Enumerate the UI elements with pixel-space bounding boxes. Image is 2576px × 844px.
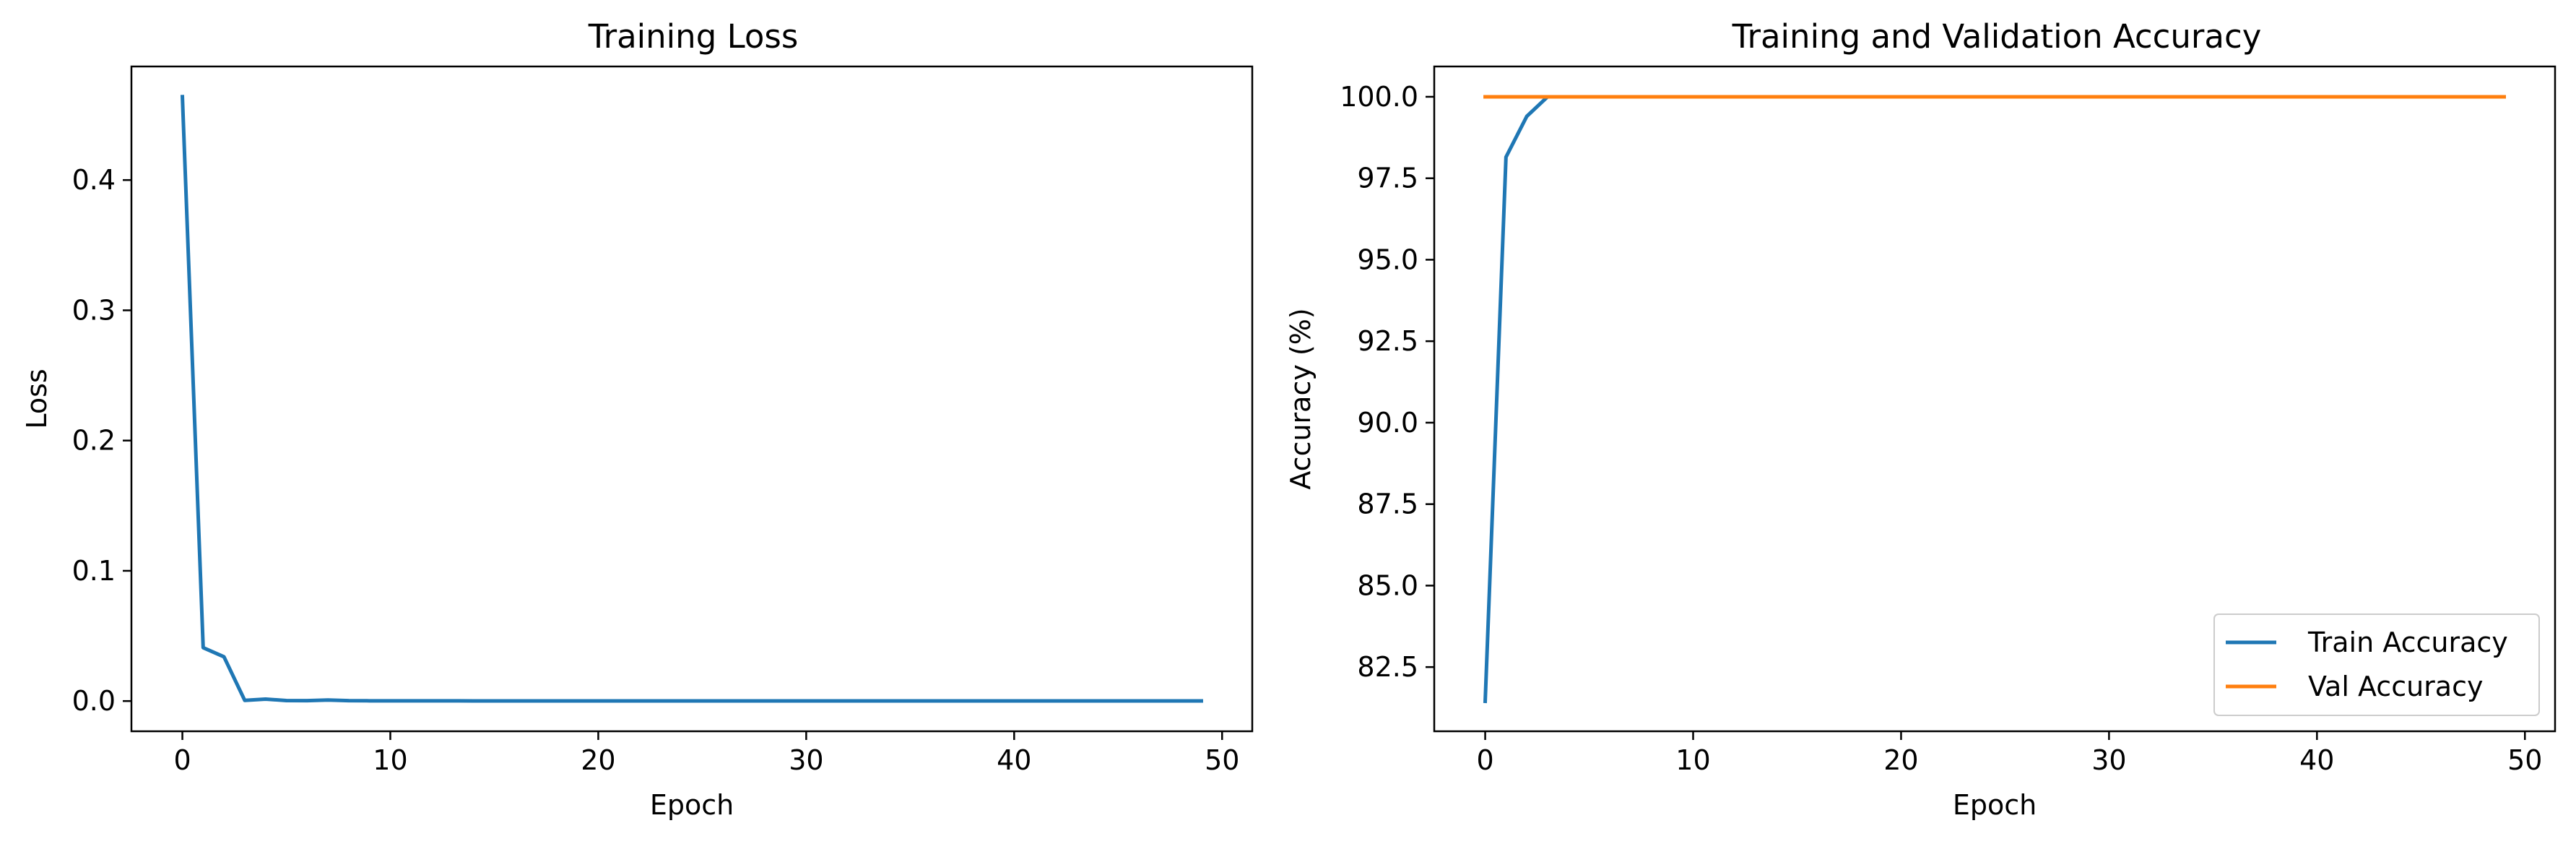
accuracy-y-tick-label: 92.5: [1357, 325, 1418, 357]
accuracy-y-tick-label: 87.5: [1357, 488, 1418, 520]
accuracy-x-tick-label: 40: [2299, 744, 2334, 776]
accuracy-y-axis-label: Accuracy (%): [1285, 308, 1317, 489]
loss-x-tick-label: 10: [373, 744, 407, 776]
accuracy-chart: Training and Validation Accuracy 0 10 20 30…: [1285, 17, 2557, 821]
accuracy-y-tick-label: 85.0: [1357, 569, 1418, 601]
accuracy-x-tick-label: 10: [1675, 744, 1710, 776]
accuracy-x-tick-label: 20: [1883, 744, 1918, 776]
loss-y-tick-label: 0.4: [72, 164, 116, 196]
loss-x-tick-label: 0: [173, 744, 191, 776]
loss-x-tick-label: 20: [581, 744, 615, 776]
legend-label-train: Train Accuracy: [2307, 626, 2508, 658]
accuracy-y-tick-label: 90.0: [1357, 407, 1418, 439]
loss-axes-frame: [130, 65, 1254, 733]
loss-plot-area: 0 10 20 30 40 50 0.0 0.1 0.2 0.3 0.4: [72, 95, 1239, 776]
loss-chart-title: Training Loss: [588, 17, 799, 56]
accuracy-y-tick-label: 82.5: [1357, 651, 1418, 683]
training-loss-chart: Training Loss 0 10 20 30 40 50 0.0 0.1 0.2 0.3 0.4…: [21, 17, 1254, 821]
accuracy-axes-frame: [1433, 65, 2557, 733]
loss-x-axis-label: Epoch: [650, 789, 734, 821]
accuracy-x-tick-label: 30: [2091, 744, 2126, 776]
loss-y-tick-label: 0.0: [72, 685, 116, 717]
accuracy-x-axis-label: Epoch: [1953, 789, 2037, 821]
accuracy-x-tick-label: 50: [2507, 744, 2542, 776]
legend-box: [2213, 613, 2540, 716]
accuracy-x-tick-label: 0: [1476, 744, 1493, 776]
accuracy-y-tick-label: 95.0: [1357, 244, 1418, 275]
legend-label-val: Val Accuracy: [2308, 671, 2483, 702]
accuracy-chart-title: Training and Validation Accuracy: [1732, 17, 2262, 56]
loss-x-tick-label: 30: [789, 744, 823, 776]
loss-y-tick-label: 0.1: [72, 555, 116, 587]
accuracy-legend: Train Accuracy Val Accuracy: [2213, 613, 2540, 716]
loss-x-tick-label: 40: [997, 744, 1031, 776]
accuracy-y-tick-label: 100.0: [1340, 81, 1418, 113]
loss-y-tick-label: 0.3: [72, 294, 116, 326]
loss-y-axis-label: Loss: [21, 369, 53, 429]
loss-y-tick-label: 0.2: [72, 425, 116, 457]
accuracy-plot-area: 0 10 20 30 40 50 82.5 85.0 87.5 90.0 92.5 95.0 97.5 1…: [1340, 81, 2542, 776]
accuracy-y-tick-label: 97.5: [1357, 163, 1418, 194]
series-line-loss: [180, 95, 1203, 703]
loss-x-tick-label: 50: [1205, 744, 1239, 776]
